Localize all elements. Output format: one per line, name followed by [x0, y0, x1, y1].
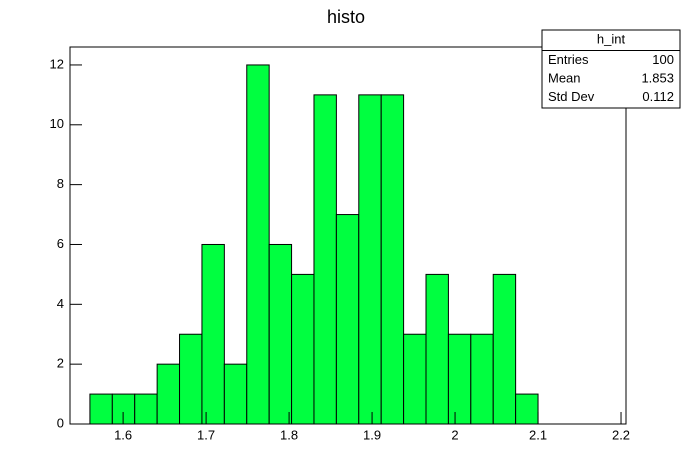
- bar: [156, 363, 181, 425]
- stats-value: 100: [652, 52, 674, 67]
- y-tick-label: 4: [57, 296, 64, 311]
- bar: [291, 273, 315, 425]
- stats-label: Entries: [548, 52, 589, 67]
- x-tick-label: 2.1: [529, 427, 547, 442]
- x-tick-label: 1.7: [197, 427, 215, 442]
- bar: [358, 94, 382, 425]
- stats-value: 1.853: [641, 71, 674, 86]
- x-tick-label: 1.6: [114, 427, 132, 442]
- stats-title: h_int: [597, 32, 626, 47]
- y-tick-label: 8: [57, 176, 64, 191]
- stats-label: Std Dev: [548, 89, 595, 104]
- y-tick-label: 12: [50, 56, 64, 71]
- y-tick-label: 0: [57, 415, 64, 430]
- bar: [470, 333, 494, 425]
- bar: [515, 393, 539, 425]
- bar: [223, 363, 248, 425]
- bar: [313, 94, 337, 425]
- bar: [134, 393, 158, 425]
- bar: [492, 273, 517, 425]
- x-tick-label: 1.9: [363, 427, 381, 442]
- chart-title: histo: [327, 7, 365, 27]
- bar: [425, 273, 449, 425]
- bar: [246, 64, 270, 425]
- stats-label: Mean: [548, 71, 581, 86]
- stats-value: 0.112: [642, 89, 674, 104]
- bar: [89, 393, 113, 425]
- bar: [335, 214, 360, 425]
- y-tick-label: 10: [50, 116, 64, 131]
- bar: [201, 243, 225, 425]
- x-tick-label: 2: [451, 427, 458, 442]
- plot-frame: [69, 46, 627, 425]
- bar: [380, 94, 405, 425]
- stats-box: [541, 29, 681, 109]
- bar: [179, 333, 203, 425]
- bar: [268, 243, 293, 425]
- x-tick-label: 2.2: [612, 427, 630, 442]
- y-tick-label: 6: [57, 236, 64, 251]
- y-tick-label: 2: [57, 356, 64, 371]
- x-tick-label: 1.8: [280, 427, 298, 442]
- bar: [447, 333, 472, 425]
- bar: [403, 333, 427, 425]
